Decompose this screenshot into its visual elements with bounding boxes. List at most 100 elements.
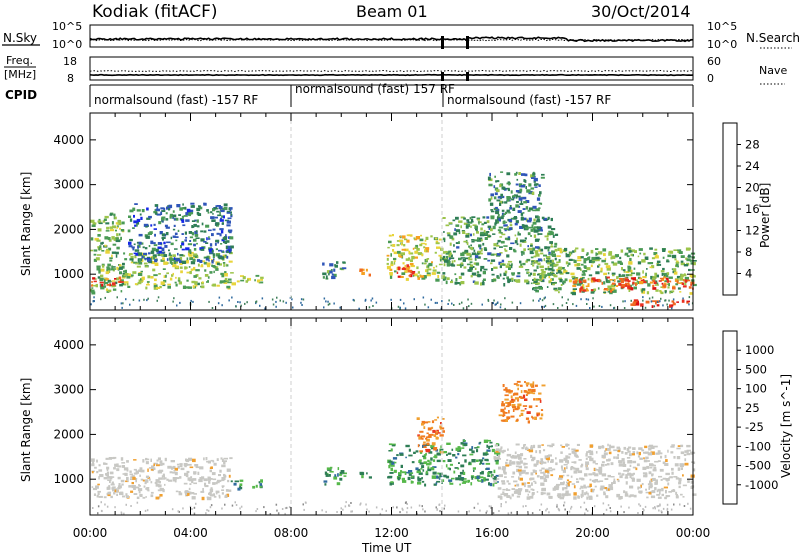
echo-cell <box>206 496 209 499</box>
echo-cell <box>669 280 672 283</box>
echo-cell <box>190 205 195 208</box>
echo-cell <box>516 384 520 387</box>
echo-cell <box>145 475 150 479</box>
echo-cell <box>92 487 98 491</box>
echo-cell <box>96 265 101 268</box>
echo-cell <box>500 194 503 196</box>
echo-cell <box>533 277 536 281</box>
echo-cell <box>541 273 545 278</box>
echo-cell <box>517 406 519 409</box>
echo-cell <box>511 198 515 201</box>
echo-cell <box>581 248 585 252</box>
echo-cell <box>396 506 398 509</box>
echo-cell <box>676 301 679 303</box>
echo-cell <box>479 233 485 237</box>
echo-cell <box>185 247 190 251</box>
echo-cell <box>417 434 421 437</box>
echo-cell <box>484 232 488 235</box>
echo-cell <box>518 197 523 201</box>
echo-cell <box>501 233 506 236</box>
echo-cell <box>212 494 214 497</box>
echo-cell <box>436 271 441 274</box>
echo-cell <box>457 452 460 456</box>
echo-cell <box>458 462 460 464</box>
echo-cell <box>660 291 664 295</box>
echo-cell <box>111 236 115 240</box>
echo-cell <box>530 187 535 190</box>
echo-cell <box>109 257 113 259</box>
echo-cell <box>211 233 214 237</box>
echo-cell <box>597 251 603 255</box>
echo-cell <box>591 260 596 263</box>
echo-cell <box>516 495 521 498</box>
echo-cell <box>494 444 498 447</box>
colorbar-tick-label: 100 <box>745 382 767 396</box>
echo-cell <box>117 220 122 224</box>
echo-cell <box>97 234 101 237</box>
echo-cell <box>536 265 539 269</box>
echo-cell <box>477 237 479 241</box>
echo-cell <box>417 476 420 480</box>
echo-cell <box>550 460 554 463</box>
echo-cell <box>413 298 415 301</box>
echo-cell <box>454 273 457 276</box>
echo-cell <box>687 255 692 258</box>
echo-cell <box>624 252 629 255</box>
echo-cell <box>129 218 133 222</box>
echo-cell <box>584 486 587 489</box>
echo-cell <box>571 259 575 261</box>
echo-cell <box>518 465 522 469</box>
echo-cell <box>123 512 125 515</box>
echo-cell <box>386 265 391 270</box>
echo-cell <box>501 480 505 483</box>
echo-cell <box>234 501 236 504</box>
echo-cell <box>496 481 499 483</box>
echo-cell <box>431 261 433 264</box>
echo-cell <box>538 299 540 302</box>
echo-cell <box>180 260 183 263</box>
echo-cell <box>467 481 470 483</box>
echo-cell <box>680 260 684 264</box>
echo-cell <box>96 494 99 498</box>
echo-cell <box>483 258 488 260</box>
echo-cell <box>585 491 588 494</box>
echo-cell <box>147 275 151 279</box>
echo-cell <box>483 439 489 443</box>
echo-cell <box>511 461 516 465</box>
echo-cell <box>231 504 234 507</box>
echo-cell <box>486 444 489 448</box>
echo-cell <box>527 493 529 496</box>
echo-cell <box>200 248 205 251</box>
echo-cell <box>471 459 476 463</box>
echo-cell <box>582 279 587 283</box>
echo-cell <box>570 507 572 510</box>
echo-cell <box>628 288 631 292</box>
echo-cell <box>228 229 233 232</box>
echo-cell <box>198 478 203 483</box>
echo-cell <box>328 474 331 477</box>
echo-cell <box>179 301 181 304</box>
echo-cell <box>567 493 571 496</box>
echo-cell <box>544 267 548 271</box>
echo-cell <box>528 490 531 493</box>
echo-cell <box>213 258 215 261</box>
echo-cell <box>530 244 533 247</box>
echo-cell <box>547 265 550 269</box>
echo-cell <box>192 478 197 481</box>
echo-cell <box>120 229 125 232</box>
echo-cell <box>475 228 477 231</box>
echo-cell <box>540 476 544 480</box>
echo-cell <box>455 477 460 481</box>
echo-cell <box>329 263 334 267</box>
echo-cell <box>516 195 521 198</box>
echo-cell <box>181 233 184 235</box>
echo-cell <box>327 303 330 306</box>
echo-cell <box>432 466 437 468</box>
echo-cell <box>580 465 583 468</box>
echo-cell <box>530 445 533 448</box>
echo-cell <box>578 495 580 499</box>
echo-cell <box>157 253 161 257</box>
echo-cell <box>688 268 691 272</box>
echo-cell <box>549 445 553 448</box>
echo-cell <box>533 255 537 258</box>
